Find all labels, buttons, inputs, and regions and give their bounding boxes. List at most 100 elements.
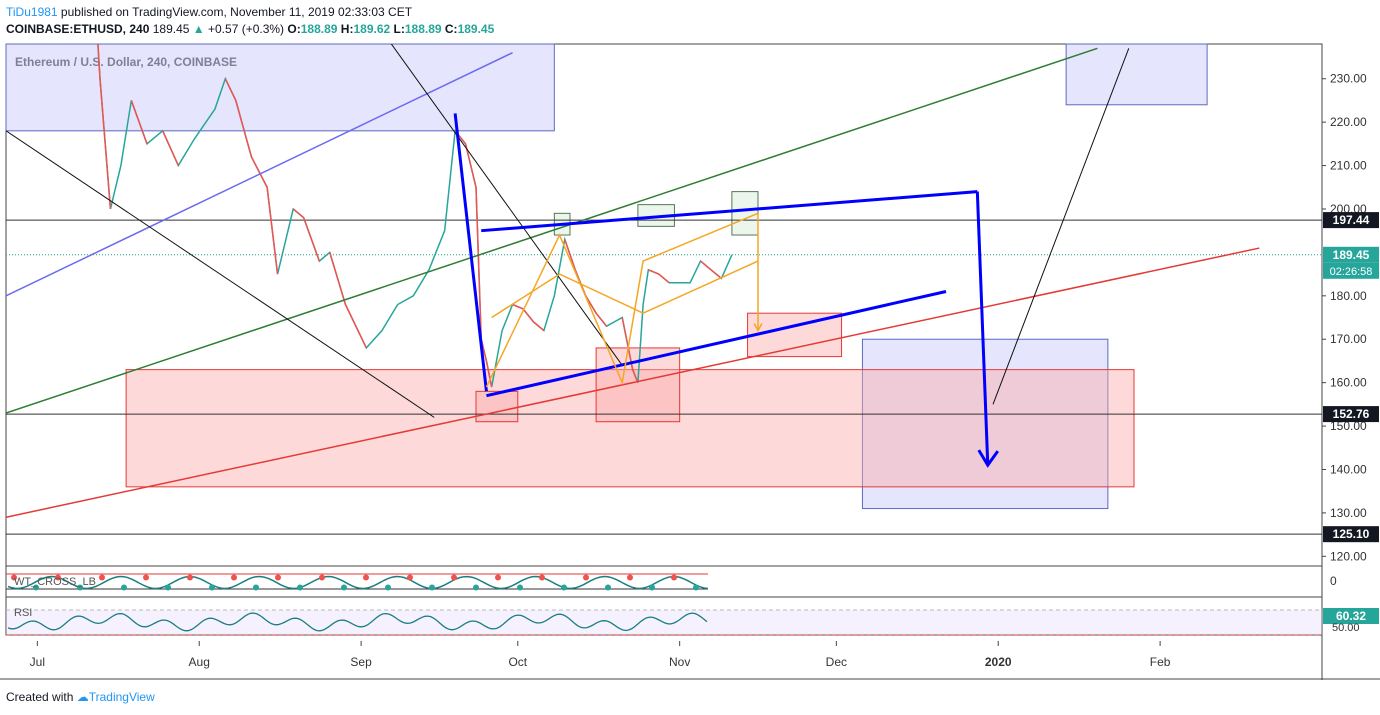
low-label: L: — [393, 22, 405, 36]
wt-cross-dot-29 — [649, 584, 655, 591]
wt-cross-dot-11 — [253, 584, 259, 591]
close-value: 189.45 — [457, 22, 495, 36]
trendline-5 — [992, 48, 1130, 405]
chart-frame — [5, 43, 1323, 636]
wt-cross-dot-18 — [407, 574, 413, 581]
wt-cross-dot-14 — [319, 574, 325, 581]
y-tick-label-10: 120.00 — [1330, 549, 1367, 563]
wt-cross-dot-9 — [209, 584, 215, 591]
wt-cross-dot-21 — [473, 584, 479, 591]
wt-cross-dot-25 — [561, 584, 567, 591]
rsi-mid-label: 50.00 — [1332, 622, 1360, 634]
wt-cross-dot-24 — [539, 574, 545, 581]
open-label: O: — [287, 22, 301, 36]
price-label-3: 125.10 — [1333, 527, 1370, 541]
wt-cross-dot-5 — [121, 584, 127, 591]
change-arrow-icon: ▲ — [192, 22, 205, 36]
trendline-7 — [486, 290, 947, 398]
y-tick-label-7: 150.00 — [1330, 419, 1367, 433]
wt-cross-dot-10 — [231, 574, 237, 581]
x-tick-label-7: Feb — [1150, 655, 1171, 669]
wt-cross-dot-19 — [429, 584, 435, 591]
wt-cross-dot-22 — [495, 574, 501, 581]
x-tick-label-4: Nov — [669, 655, 690, 669]
high-label: H: — [340, 22, 354, 36]
countdown-bg — [1323, 262, 1379, 279]
published-text: published on TradingView.com, November 1… — [57, 5, 413, 19]
y-tick-label-4: 180.00 — [1330, 289, 1367, 303]
symbol-label: COINBASE:ETHUSD, 240 — [6, 22, 150, 36]
drawing-path-10 — [485, 212, 759, 388]
low-value: 188.89 — [404, 22, 442, 36]
drawing-path-9 — [975, 191, 990, 466]
chart-title: Ethereum / U.S. Dollar, 240, COINBASE — [15, 55, 237, 69]
x-tick-label-6: 2020 — [985, 655, 1012, 669]
y-tick-label-6: 160.00 — [1330, 376, 1367, 390]
x-tick-label-2: Sep — [350, 655, 372, 669]
wt-oscillator-line — [7, 575, 709, 590]
zone-box-4 — [475, 390, 519, 423]
orange-arrow-head — [753, 323, 763, 333]
wt-cross-dot-2 — [55, 574, 61, 581]
y-tick-label-0: 230.00 — [1330, 72, 1367, 86]
down-arrow-head — [977, 449, 999, 468]
wt-cross-dot-0 — [11, 574, 17, 581]
price-label-0: 197.44 — [1333, 213, 1370, 227]
zone-box-1 — [1065, 43, 1208, 106]
wt-cross-dot-16 — [363, 574, 369, 581]
price-label-2: 152.76 — [1333, 407, 1370, 421]
price-change: +0.57 (+0.3%) — [208, 22, 285, 36]
zone-box-5 — [595, 347, 681, 423]
wt-cross-dot-6 — [143, 574, 149, 581]
wt-cross-dot-31 — [693, 584, 699, 591]
rsi-line — [7, 612, 708, 632]
x-tick-label-1: Aug — [189, 655, 210, 669]
wt-cross-dot-23 — [517, 584, 523, 591]
trendline-1 — [6, 247, 1260, 518]
last-price: 189.45 — [152, 22, 190, 36]
wt-cross-dot-26 — [583, 574, 589, 581]
price-label-bg-2 — [1323, 406, 1379, 423]
wt-cross-dot-28 — [627, 574, 633, 581]
wt-cross-dot-4 — [99, 574, 105, 581]
price-label-bg-1 — [1323, 246, 1379, 263]
wt-cross-dot-3 — [77, 584, 83, 591]
x-tick-label-5: Dec — [826, 655, 847, 669]
created-with-label: Created with — [6, 690, 74, 704]
price-label-bg-3 — [1323, 526, 1379, 543]
high-value: 189.62 — [353, 22, 391, 36]
y-tick-label-1: 220.00 — [1330, 115, 1367, 129]
rsi-value-bg — [1323, 608, 1379, 624]
zone-box-9 — [731, 191, 759, 236]
zone-box-3 — [125, 369, 1135, 488]
trendline-3 — [6, 130, 435, 418]
x-tick-label-0: Jul — [30, 655, 45, 669]
zone-box-0 — [5, 43, 555, 132]
y-tick-label-8: 140.00 — [1330, 462, 1367, 476]
trendline-0 — [6, 47, 1098, 414]
drawing-path-11 — [491, 260, 759, 319]
wt-cross-dot-15 — [341, 584, 347, 591]
price-label-bg-0 — [1323, 212, 1379, 229]
symbol-info: COINBASE:ETHUSD, 240 189.45 ▲ +0.57 (+0.… — [6, 22, 494, 36]
price-chart[interactable]: Ethereum / U.S. Dollar, 240, COINBASE 230… — [0, 38, 1380, 680]
wt-cross-dot-20 — [451, 574, 457, 581]
x-tick-label-3: Oct — [508, 655, 527, 669]
wt-cross-dot-7 — [165, 584, 171, 591]
y-tick-label-9: 130.00 — [1330, 506, 1367, 520]
tradingview-link[interactable]: TradingView — [88, 690, 155, 704]
wt-cross-dot-30 — [671, 574, 677, 581]
trendline-6 — [481, 190, 978, 233]
y-tick-label-2: 210.00 — [1330, 159, 1367, 173]
author-link[interactable]: TiDu1981 — [6, 5, 58, 19]
wt-cross-dot-1 — [33, 584, 39, 591]
trendline-4 — [390, 44, 623, 366]
wt-pane-label: WT_CROSS_LB — [14, 576, 96, 588]
y-tick-label-5: 170.00 — [1330, 332, 1367, 346]
wt-cross-dot-12 — [275, 574, 281, 581]
zone-box-6 — [747, 312, 843, 358]
countdown-label: 02:26:58 — [1330, 266, 1373, 278]
wt-cross-dot-13 — [297, 584, 303, 591]
price-label-1: 189.45 — [1333, 248, 1370, 262]
publish-info: TiDu1981 published on TradingView.com, N… — [6, 5, 412, 19]
